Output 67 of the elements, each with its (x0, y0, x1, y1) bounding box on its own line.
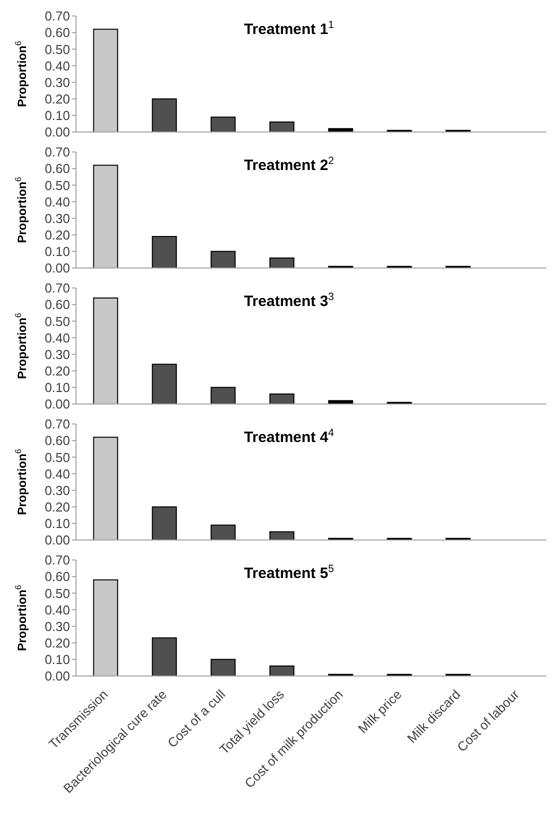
bar (210, 116, 236, 132)
y-tick-label: 0.50 (44, 178, 70, 193)
bar (269, 122, 294, 132)
bar (269, 531, 294, 540)
y-tick-label: 0.00 (44, 532, 70, 548)
y-tick-label: 0.60 (44, 161, 70, 176)
bar (93, 28, 118, 132)
y-tick-label: 0.60 (44, 433, 70, 448)
bar (269, 258, 294, 268)
y-tick-label: 0.00 (44, 396, 70, 412)
bar (93, 579, 118, 676)
y-tick-label: 0.20 (44, 499, 70, 514)
y-tick-label: 0.30 (44, 618, 70, 634)
y-tick-label: 0.10 (44, 244, 70, 260)
chart-title: Treatment 5$^{5}$ (244, 563, 334, 582)
y-tick-label: 0.10 (44, 380, 70, 396)
y-tick-label: 0.50 (44, 450, 70, 465)
chart-title: Treatment 4$^{4}$ (244, 427, 334, 446)
y-tick-label: 0.70 (44, 144, 70, 160)
y-tick-label: 0.20 (44, 635, 70, 650)
y-tick-label: 0.70 (44, 280, 70, 296)
y-tick-label: 0.60 (44, 297, 70, 312)
y-tick-label: 0.70 (44, 552, 70, 568)
bar (93, 436, 118, 540)
chart-title: Treatment 1$^{1}$ (244, 19, 334, 38)
y-tick-label: 0.70 (44, 8, 70, 24)
bar (210, 524, 236, 540)
bar (152, 98, 177, 132)
y-tick-label: 0.30 (44, 210, 70, 226)
y-tick-label: 0.60 (44, 25, 70, 40)
y-tick-label: 0.40 (44, 330, 70, 346)
bar (269, 666, 294, 676)
y-tick-label: 0.60 (44, 569, 70, 584)
bar (93, 164, 118, 268)
y-tick-label: 0.70 (44, 416, 70, 432)
y-tick-label: 0.00 (44, 124, 70, 140)
y-tick-label: 0.00 (44, 260, 70, 276)
y-tick-label: 0.40 (44, 194, 70, 210)
bar (152, 506, 177, 540)
y-tick-label: 0.50 (44, 586, 70, 601)
y-tick-label: 0.30 (44, 74, 70, 90)
y-tick-label: 0.30 (44, 346, 70, 362)
y-tick-label: 0.20 (44, 91, 70, 106)
chart-title: Treatment 2$^{2}$ (244, 155, 334, 174)
bar (210, 386, 236, 404)
y-tick-label: 0.30 (44, 482, 70, 498)
bar (328, 400, 354, 404)
y-tick-label: 0.10 (44, 516, 70, 532)
y-tick-label: 0.50 (44, 314, 70, 329)
y-tick-label: 0.00 (44, 668, 70, 684)
y-tick-label: 0.40 (44, 466, 70, 482)
y-tick-label: 0.20 (44, 363, 70, 378)
bar (93, 297, 118, 404)
bar (269, 394, 294, 404)
y-tick-label: 0.50 (44, 42, 70, 57)
bar (210, 250, 236, 268)
chart-title: Treatment 3$^{3}$ (244, 291, 334, 310)
bar (152, 364, 177, 404)
y-tick-label: 0.20 (44, 227, 70, 242)
bar (152, 236, 177, 268)
bar (152, 637, 177, 676)
y-tick-label: 0.40 (44, 58, 70, 74)
y-tick-label: 0.40 (44, 602, 70, 618)
bar (328, 128, 354, 132)
y-tick-label: 0.10 (44, 108, 70, 124)
bar (210, 658, 236, 676)
y-tick-label: 0.10 (44, 652, 70, 668)
